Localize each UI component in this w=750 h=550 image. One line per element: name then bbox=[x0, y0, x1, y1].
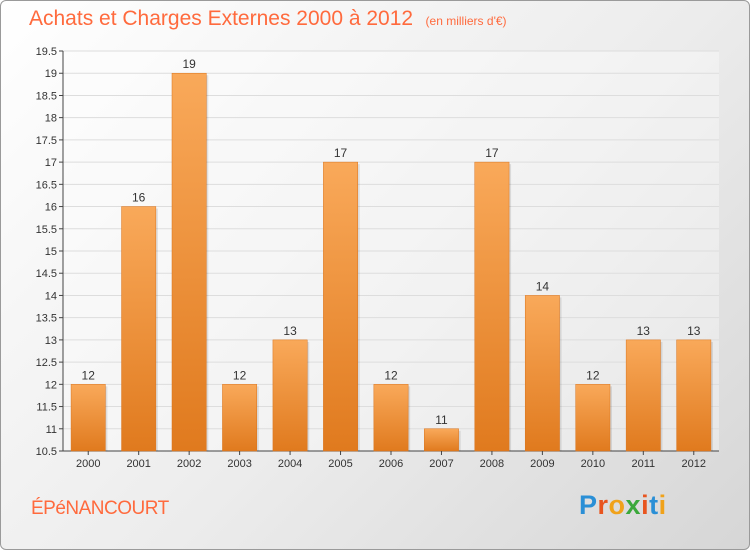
y-tick-label: 17.5 bbox=[36, 135, 57, 147]
proxiti-logo[interactable]: Proxiti bbox=[579, 490, 667, 521]
bar-group: 17 2005 bbox=[323, 146, 360, 470]
y-tick-label: 13 bbox=[45, 335, 57, 347]
chart-title: Achats et Charges Externes 2000 à 2012 bbox=[29, 7, 414, 30]
bar-group: 12 2000 bbox=[70, 368, 108, 470]
bar-group: 14 2009 bbox=[524, 279, 562, 470]
data-label: 12 bbox=[82, 368, 96, 382]
x-tick-label: 2003 bbox=[227, 458, 251, 470]
x-tick-label: 2002 bbox=[177, 458, 201, 470]
y-tick-label: 19.5 bbox=[36, 46, 57, 58]
y-tick-label: 15 bbox=[45, 246, 57, 258]
data-label: 12 bbox=[586, 368, 600, 382]
bar bbox=[272, 339, 308, 452]
x-tick-label: 2001 bbox=[126, 458, 150, 470]
x-tick-label: 2007 bbox=[429, 458, 453, 470]
data-label: 14 bbox=[536, 279, 550, 293]
bar-group: 11 2007 bbox=[424, 413, 461, 470]
data-label: 12 bbox=[233, 368, 247, 382]
bar bbox=[121, 206, 157, 452]
y-tick-label: 10.5 bbox=[36, 446, 57, 458]
y-tick-label: 14 bbox=[45, 290, 57, 302]
x-tick-label: 2005 bbox=[328, 458, 352, 470]
logo-letter: x bbox=[625, 490, 642, 520]
x-tick-label: 2011 bbox=[631, 458, 655, 470]
bar bbox=[676, 339, 712, 452]
data-label: 13 bbox=[283, 324, 297, 338]
x-tick-label: 2006 bbox=[379, 458, 403, 470]
y-tick-label: 18 bbox=[45, 113, 57, 125]
x-tick-label: 2009 bbox=[530, 458, 554, 470]
y-tick-label: 13.5 bbox=[36, 313, 57, 325]
logo-letter: i bbox=[641, 490, 650, 520]
bar bbox=[424, 428, 459, 452]
bar-group: 17 2008 bbox=[474, 146, 512, 470]
x-tick-label: 2008 bbox=[480, 458, 504, 470]
logo-letter: t bbox=[649, 490, 659, 520]
y-tick-label: 16 bbox=[45, 202, 57, 214]
logo-letter: P bbox=[579, 490, 598, 520]
data-label: 19 bbox=[182, 57, 196, 71]
y-tick-label: 16.5 bbox=[36, 179, 57, 191]
data-label: 13 bbox=[637, 324, 651, 338]
commune-name: ÉPéNANCOURT bbox=[31, 498, 169, 519]
x-tick-label: 2000 bbox=[76, 458, 100, 470]
data-label: 13 bbox=[687, 324, 701, 338]
logo-letter: i bbox=[658, 490, 667, 520]
bar-group: 13 2004 bbox=[272, 324, 310, 470]
x-tick-label: 2004 bbox=[278, 458, 302, 470]
y-tick-label: 18.5 bbox=[36, 90, 57, 102]
y-tick-label: 19 bbox=[45, 68, 57, 80]
data-label: 16 bbox=[132, 191, 146, 205]
data-label: 11 bbox=[435, 413, 448, 427]
logo-letter: o bbox=[608, 490, 626, 520]
bar bbox=[222, 384, 258, 452]
y-tick-label: 14.5 bbox=[36, 268, 57, 280]
bar bbox=[373, 384, 409, 452]
y-tick-label: 11.5 bbox=[36, 402, 57, 414]
bar bbox=[70, 384, 106, 452]
bar bbox=[474, 161, 510, 452]
bar bbox=[171, 72, 207, 452]
y-tick-label: 15.5 bbox=[36, 224, 57, 236]
y-tick-label: 12 bbox=[45, 379, 57, 391]
bar bbox=[575, 384, 611, 452]
y-tick-label: 11 bbox=[46, 424, 57, 436]
bar-group: 12 2006 bbox=[373, 368, 411, 470]
data-label: 17 bbox=[485, 146, 499, 160]
bar-group: 16 2001 bbox=[121, 191, 158, 470]
y-tick-label: 17 bbox=[45, 157, 57, 169]
bar-group: 12 2010 bbox=[575, 368, 613, 470]
bar bbox=[323, 161, 358, 452]
bar bbox=[625, 339, 661, 452]
x-tick-label: 2010 bbox=[581, 458, 605, 470]
bar-group: 13 2011 bbox=[625, 324, 663, 470]
data-label: 12 bbox=[384, 368, 398, 382]
bar-group: 12 2003 bbox=[222, 368, 259, 470]
y-tick-label: 12.5 bbox=[36, 357, 57, 369]
chart-subtitle: (en milliers d'€) bbox=[425, 14, 507, 28]
title-row: Achats et Charges Externes 2000 à 2012 (… bbox=[29, 7, 507, 31]
data-label: 17 bbox=[334, 146, 348, 160]
bar-group: 19 2002 bbox=[171, 57, 209, 470]
bar-group: 13 2012 bbox=[676, 324, 713, 470]
x-tick-label: 2012 bbox=[682, 458, 706, 470]
bar bbox=[524, 295, 560, 452]
logo-letter: r bbox=[597, 490, 609, 520]
